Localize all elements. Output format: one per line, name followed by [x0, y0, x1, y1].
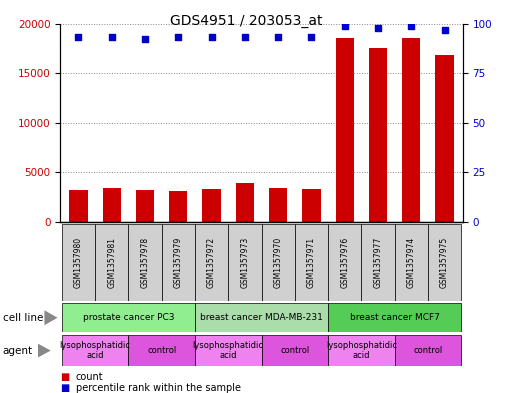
Point — [108, 34, 116, 40]
Text: GSM1357972: GSM1357972 — [207, 237, 216, 288]
Bar — [395, 224, 428, 301]
Bar — [103, 188, 121, 222]
Text: cell line: cell line — [3, 313, 43, 323]
Bar — [195, 335, 262, 366]
Bar — [69, 190, 87, 222]
Point — [374, 24, 382, 31]
Point — [440, 26, 449, 33]
Text: GSM1357978: GSM1357978 — [141, 237, 150, 288]
Text: GDS4951 / 203053_at: GDS4951 / 203053_at — [169, 14, 322, 28]
Point — [208, 34, 216, 40]
Point — [241, 34, 249, 40]
Bar — [62, 303, 195, 332]
Bar — [302, 189, 321, 222]
Bar — [262, 335, 328, 366]
Point — [141, 36, 149, 42]
Polygon shape — [38, 343, 51, 358]
Bar — [169, 191, 187, 222]
Text: GSM1357977: GSM1357977 — [373, 237, 382, 288]
Bar — [128, 335, 195, 366]
Text: ■: ■ — [60, 372, 70, 382]
Bar — [361, 224, 395, 301]
Text: GSM1357973: GSM1357973 — [241, 237, 249, 288]
Bar — [328, 224, 361, 301]
Text: GSM1357980: GSM1357980 — [74, 237, 83, 288]
Point — [407, 22, 415, 29]
Text: percentile rank within the sample: percentile rank within the sample — [76, 383, 241, 393]
Bar — [328, 335, 395, 366]
Bar — [328, 303, 461, 332]
Bar — [195, 303, 328, 332]
Bar — [395, 335, 461, 366]
Text: breast cancer MCF7: breast cancer MCF7 — [350, 313, 439, 322]
Text: control: control — [147, 346, 176, 355]
Bar — [128, 224, 162, 301]
Bar — [195, 224, 228, 301]
Bar — [95, 224, 128, 301]
Point — [307, 34, 315, 40]
Bar — [336, 39, 354, 222]
Point — [174, 34, 183, 40]
Bar — [136, 190, 154, 222]
Bar — [262, 224, 295, 301]
Point — [340, 22, 349, 29]
Text: prostate cancer PC3: prostate cancer PC3 — [83, 313, 174, 322]
Text: lysophosphatidic
acid: lysophosphatidic acid — [192, 341, 264, 360]
Text: lysophosphatidic
acid: lysophosphatidic acid — [326, 341, 397, 360]
Text: GSM1357975: GSM1357975 — [440, 237, 449, 288]
Text: breast cancer MDA-MB-231: breast cancer MDA-MB-231 — [200, 313, 323, 322]
Bar — [202, 189, 221, 222]
Polygon shape — [44, 310, 58, 325]
Text: GSM1357974: GSM1357974 — [407, 237, 416, 288]
Bar — [435, 55, 453, 222]
Bar — [62, 335, 128, 366]
Bar — [228, 224, 262, 301]
Text: control: control — [413, 346, 442, 355]
Text: control: control — [280, 346, 310, 355]
Text: GSM1357970: GSM1357970 — [274, 237, 282, 288]
Bar — [162, 224, 195, 301]
Point — [274, 34, 282, 40]
Point — [74, 34, 83, 40]
Text: count: count — [76, 372, 104, 382]
Text: GSM1357981: GSM1357981 — [107, 237, 116, 288]
Bar — [295, 224, 328, 301]
Text: GSM1357971: GSM1357971 — [307, 237, 316, 288]
Text: lysophosphatidic
acid: lysophosphatidic acid — [60, 341, 131, 360]
Bar — [402, 39, 420, 222]
Bar — [62, 224, 95, 301]
Bar — [428, 224, 461, 301]
Text: GSM1357979: GSM1357979 — [174, 237, 183, 288]
Text: GSM1357976: GSM1357976 — [340, 237, 349, 288]
Bar — [236, 184, 254, 222]
Text: ■: ■ — [60, 383, 70, 393]
Bar — [269, 188, 287, 222]
Bar — [369, 48, 387, 222]
Text: agent: agent — [3, 345, 33, 356]
